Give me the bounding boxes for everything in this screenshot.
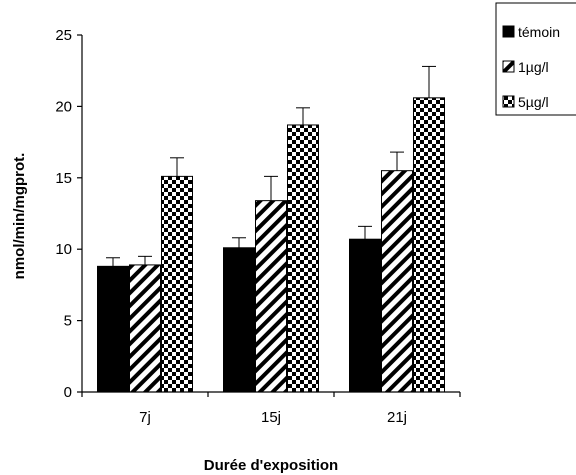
y-tick-label: 5	[64, 313, 72, 330]
x-ticks: 7j 15j 21j	[81, 392, 461, 426]
legend-label: 5µg/l	[518, 94, 549, 110]
bar	[129, 264, 161, 393]
bar	[97, 265, 129, 393]
legend-swatch	[502, 95, 515, 108]
bar	[287, 124, 319, 393]
legend-swatch	[502, 25, 515, 38]
bars-layer	[97, 97, 445, 393]
y-tick-label: 25	[55, 27, 72, 44]
error-bars-layer	[106, 65, 436, 267]
y-tick-label: 20	[55, 98, 72, 115]
x-tick-label: 21j	[387, 409, 407, 426]
bar	[161, 175, 193, 393]
bar	[223, 247, 255, 393]
bar	[255, 200, 287, 393]
x-tick-label: 15j	[261, 409, 281, 426]
x-tick-label: 7j	[139, 409, 151, 426]
y-tick-label: 15	[55, 170, 72, 187]
bar	[349, 238, 381, 393]
legend-label: témoin	[518, 24, 560, 40]
y-tick-label: 10	[55, 241, 72, 258]
bar	[413, 97, 445, 393]
legend-swatch	[502, 60, 515, 73]
bar	[381, 170, 413, 393]
y-tick-label: 0	[64, 384, 72, 401]
x-axis-title: Durée d'exposition	[204, 457, 338, 474]
y-ticks: 0 5 10 15 20 25	[55, 27, 82, 401]
legend: témoin 1µg/l 5µg/l	[495, 2, 576, 116]
legend-items: témoin 1µg/l 5µg/l	[502, 24, 560, 110]
y-axis-title: nmol/min/mgprot.	[11, 153, 28, 280]
legend-label: 1µg/l	[518, 59, 549, 75]
